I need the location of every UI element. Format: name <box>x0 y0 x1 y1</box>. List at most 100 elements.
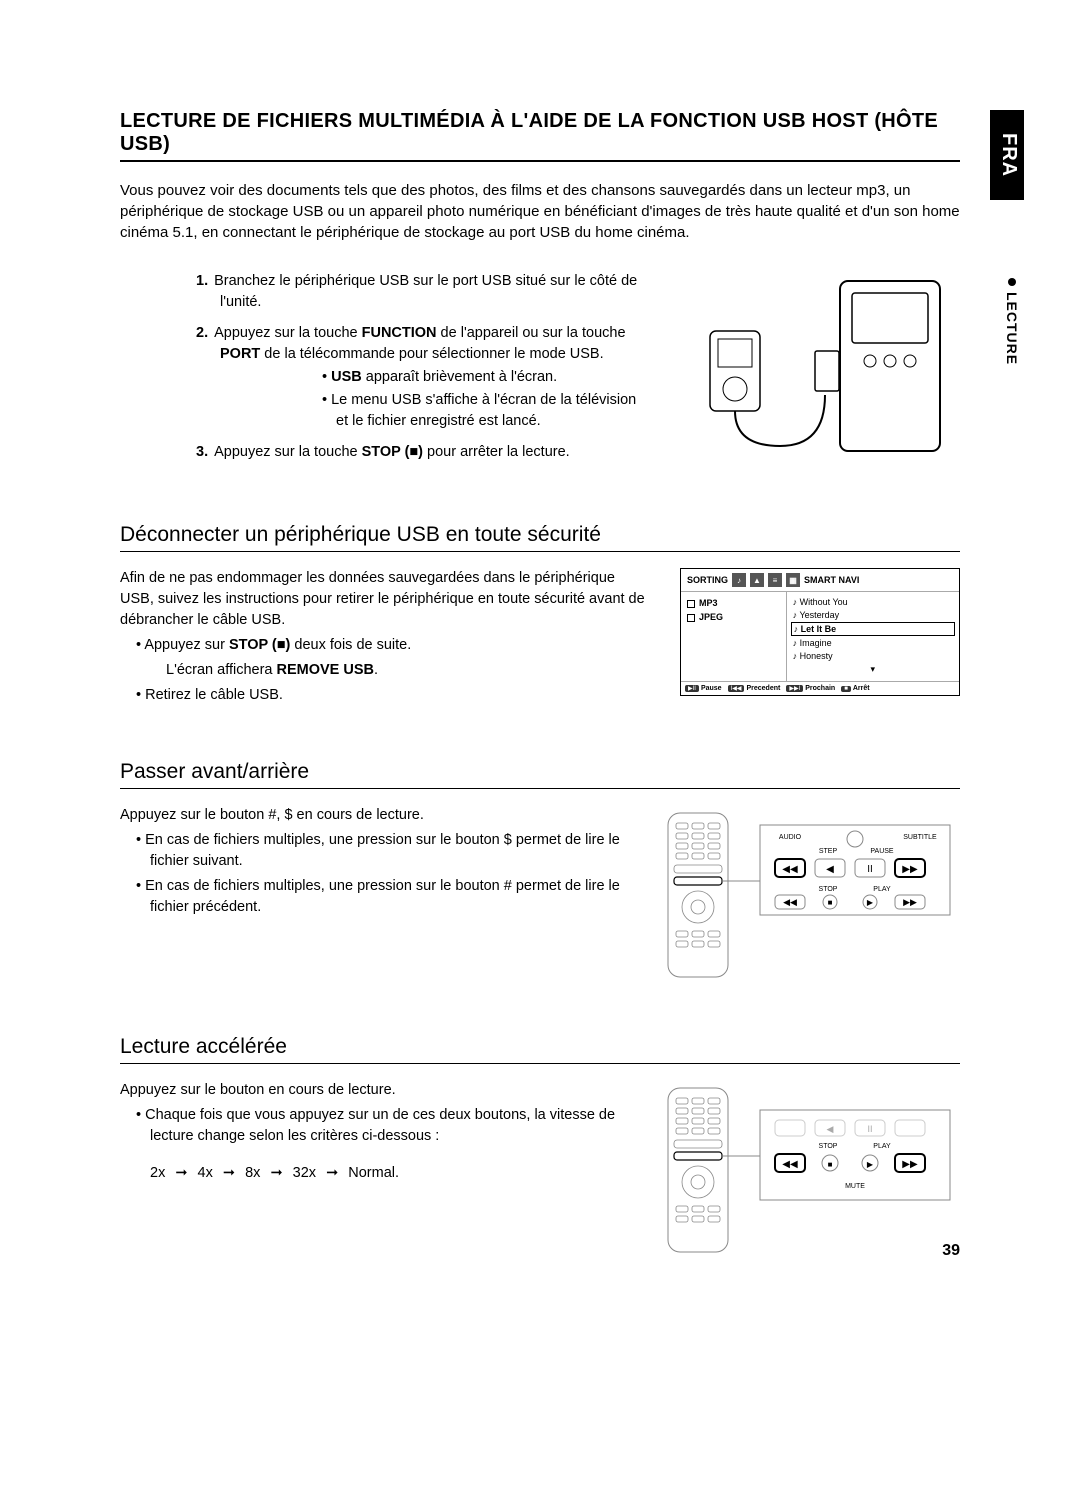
intro-paragraph: Vous pouvez voir des documents tels que … <box>120 180 960 243</box>
folder-item: JPEG <box>687 612 780 622</box>
speed-value: 8x <box>245 1165 260 1181</box>
skip-bullet: • En cas de fichiers multiples, une pres… <box>120 830 630 872</box>
svg-text:II: II <box>867 864 873 875</box>
speed-value: Normal. <box>348 1165 399 1181</box>
disconnect-text: Afin de ne pas endommager les données sa… <box>120 568 650 710</box>
usb-illustration <box>680 271 960 471</box>
footer-item: ■Arrêt <box>841 685 869 692</box>
step-num: 1. <box>196 273 208 289</box>
step-num: 3. <box>196 444 208 460</box>
step-text: Appuyez sur la touche <box>214 325 362 341</box>
step-bold: FUNCTION <box>362 325 437 341</box>
track-item: Without You <box>791 596 955 608</box>
disconnect-para: Afin de ne pas endommager les données sa… <box>120 568 650 631</box>
mute-label: MUTE <box>845 1183 865 1190</box>
step-num: 2. <box>196 325 208 341</box>
pause-label: PAUSE <box>870 848 894 855</box>
step-bold: STOP (■) <box>362 444 423 460</box>
usb-screen-mock: SORTING ♪ ▲ ≡ ▦ SMART NAVI MP3 JPEG With… <box>680 568 960 696</box>
speed-value: 4x <box>198 1165 213 1181</box>
disconnect-bullet: • Appuyez sur STOP (■) deux fois de suit… <box>120 635 650 656</box>
nav-icon: ▦ <box>786 573 800 587</box>
track-item: Imagine <box>791 637 955 649</box>
fast-heading: Lecture accélérée <box>120 1035 960 1064</box>
section-tab: LECTURE <box>990 270 1024 373</box>
svg-text:■: ■ <box>828 898 833 907</box>
remote-illustration-fast: ◀ II STOP PLAY ◀◀ ■ ▶ ▶▶ MUTE <box>660 1080 960 1260</box>
stop-label: STOP <box>819 1143 838 1150</box>
subtitle-label: SUBTITLE <box>903 834 937 841</box>
usb-device-icon <box>680 271 960 471</box>
language-tab: FRA <box>990 110 1024 200</box>
step-text: Appuyez sur la touche <box>214 444 362 460</box>
disconnect-row: Afin de ne pas endommager les données sa… <box>120 568 960 710</box>
svg-text:■: ■ <box>828 1160 833 1169</box>
svg-text:▶▶: ▶▶ <box>903 897 917 907</box>
skip-row: Appuyez sur le bouton #, $ en cours de l… <box>120 805 960 985</box>
screen-header: SORTING ♪ ▲ ≡ ▦ SMART NAVI <box>681 569 959 592</box>
svg-text:▶▶: ▶▶ <box>902 1159 918 1170</box>
svg-text:◀: ◀ <box>827 1124 834 1134</box>
remote-illustration-skip: AUDIO SUBTITLE STEP PAUSE ◀◀ ◀ II ▶▶ STO… <box>660 805 960 985</box>
screen-smartnavi-label: SMART NAVI <box>804 575 859 585</box>
step-text: Branchez le périphérique USB sur le port… <box>214 273 637 310</box>
skip-text: Appuyez sur le bouton #, $ en cours de l… <box>120 805 630 922</box>
stop-label: STOP <box>819 886 838 893</box>
step-text: de la télécommande pour sélectionner le … <box>260 346 603 362</box>
step-1: 1. Branchez le périphérique USB sur le po… <box>120 271 650 313</box>
step-sub: USB apparaît brièvement à l'écran. <box>220 367 650 388</box>
footer-item: ▶IIPause <box>685 685 722 692</box>
track-item-selected: Let It Be <box>791 622 955 636</box>
arrow-icon: ➞ <box>326 1165 338 1181</box>
folder-item: MP3 <box>687 598 780 608</box>
svg-text:◀◀: ◀◀ <box>783 897 797 907</box>
speeds-sequence: 2x ➞ 4x ➞ 8x ➞ 32x ➞ Normal. <box>120 1163 630 1184</box>
fast-line: Appuyez sur le bouton en cours de lectur… <box>120 1080 630 1101</box>
scroll-indicator: ▾ <box>791 663 955 676</box>
arrow-icon: ➞ <box>175 1165 187 1181</box>
bullet-icon <box>1008 278 1016 286</box>
step-label: STEP <box>819 848 838 855</box>
list-icon: ≡ <box>768 573 782 587</box>
skip-line: Appuyez sur le bouton #, $ en cours de l… <box>120 805 630 826</box>
checkbox-icon <box>687 614 695 622</box>
track-item: Yesterday <box>791 609 955 621</box>
svg-text:II: II <box>867 1124 872 1134</box>
svg-text:◀: ◀ <box>826 864 834 875</box>
skip-heading: Passer avant/arrière <box>120 760 960 789</box>
arrow-icon: ➞ <box>223 1165 235 1181</box>
page: FRA LECTURE LECTURE DE FICHIERS MULTIMÉD… <box>0 0 1080 1300</box>
speed-value: 2x <box>150 1165 165 1181</box>
step-2: 2. Appuyez sur la touche FUNCTION de l'ap… <box>120 323 650 432</box>
steps-row: 1. Branchez le périphérique USB sur le po… <box>120 271 960 473</box>
svg-text:▶: ▶ <box>867 898 874 907</box>
play-label: PLAY <box>873 1143 891 1150</box>
fast-bullet: • Chaque fois que vous appuyez sur un de… <box>120 1105 630 1147</box>
music-icon: ♪ <box>732 573 746 587</box>
section-tab-label: LECTURE <box>1004 292 1020 365</box>
step-sub: Le menu USB s'affiche à l'écran de la té… <box>220 390 650 432</box>
step-3: 3.Appuyez sur la touche STOP (■) pour ar… <box>120 442 650 463</box>
screen-mid: MP3 JPEG Without You Yesterday Let It Be… <box>681 592 959 681</box>
audio-label: AUDIO <box>779 834 802 841</box>
checkbox-icon <box>687 600 695 608</box>
steps-list: 1. Branchez le périphérique USB sur le po… <box>120 271 650 473</box>
remote-icon: AUDIO SUBTITLE STEP PAUSE ◀◀ ◀ II ▶▶ STO… <box>660 805 960 985</box>
track-item: Honesty <box>791 650 955 662</box>
footer-item: I◀◀Precedent <box>728 685 781 692</box>
screen-footer: ▶IIPause I◀◀Precedent ▶▶IProchain ■Arrêt <box>681 681 959 695</box>
step-bold: PORT <box>220 346 260 362</box>
page-number: 39 <box>942 1242 960 1260</box>
screen-sorting-label: SORTING <box>687 575 728 585</box>
fast-row: Appuyez sur le bouton en cours de lectur… <box>120 1080 960 1260</box>
photo-icon: ▲ <box>750 573 764 587</box>
fast-text: Appuyez sur le bouton en cours de lectur… <box>120 1080 630 1184</box>
step-text: de l'appareil ou sur la touche <box>437 325 626 341</box>
footer-item: ▶▶IProchain <box>786 685 835 692</box>
skip-bullet: • En cas de fichiers multiples, une pres… <box>120 876 630 918</box>
svg-text:◀◀: ◀◀ <box>782 1159 798 1170</box>
remote-icon: ◀ II STOP PLAY ◀◀ ■ ▶ ▶▶ MUTE <box>660 1080 960 1260</box>
disconnect-heading: Déconnecter un périphérique USB en toute… <box>120 523 960 552</box>
main-heading: LECTURE DE FICHIERS MULTIMÉDIA À L'AIDE … <box>120 110 960 162</box>
screen-left-pane: MP3 JPEG <box>681 592 787 681</box>
